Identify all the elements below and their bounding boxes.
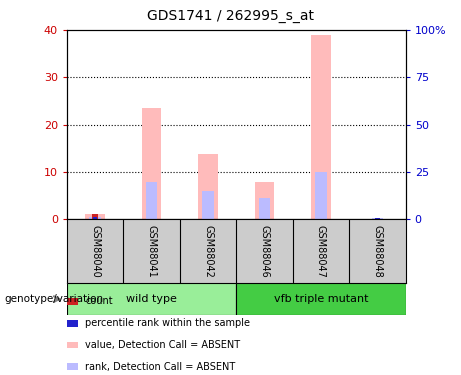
Text: vfb triple mutant: vfb triple mutant: [274, 294, 368, 304]
Text: value, Detection Call = ABSENT: value, Detection Call = ABSENT: [85, 340, 240, 350]
Text: rank, Detection Call = ABSENT: rank, Detection Call = ABSENT: [85, 362, 236, 372]
Text: count: count: [85, 297, 113, 306]
Bar: [92, 214, 99, 219]
Text: GSM88047: GSM88047: [316, 225, 326, 278]
Bar: [315, 172, 326, 219]
Bar: [89, 216, 100, 219]
Bar: [93, 216, 97, 219]
Bar: [375, 218, 380, 219]
Bar: [146, 182, 157, 219]
Text: GSM88048: GSM88048: [372, 225, 383, 278]
Text: GSM88042: GSM88042: [203, 225, 213, 278]
Text: wild type: wild type: [126, 294, 177, 304]
Text: GSM88040: GSM88040: [90, 225, 100, 278]
Bar: [254, 182, 274, 219]
Bar: [372, 218, 383, 219]
Bar: [202, 191, 213, 219]
Bar: [142, 108, 161, 219]
Text: GSM88046: GSM88046: [260, 225, 270, 278]
Text: GSM88041: GSM88041: [147, 225, 157, 278]
Text: genotype/variation: genotype/variation: [5, 294, 104, 304]
Bar: [67, 283, 236, 315]
Bar: [236, 283, 406, 315]
Bar: [259, 198, 270, 219]
Bar: [198, 154, 218, 219]
Bar: [311, 35, 331, 219]
Bar: [85, 214, 105, 219]
Text: GDS1741 / 262995_s_at: GDS1741 / 262995_s_at: [147, 9, 314, 23]
Text: percentile rank within the sample: percentile rank within the sample: [85, 318, 250, 328]
